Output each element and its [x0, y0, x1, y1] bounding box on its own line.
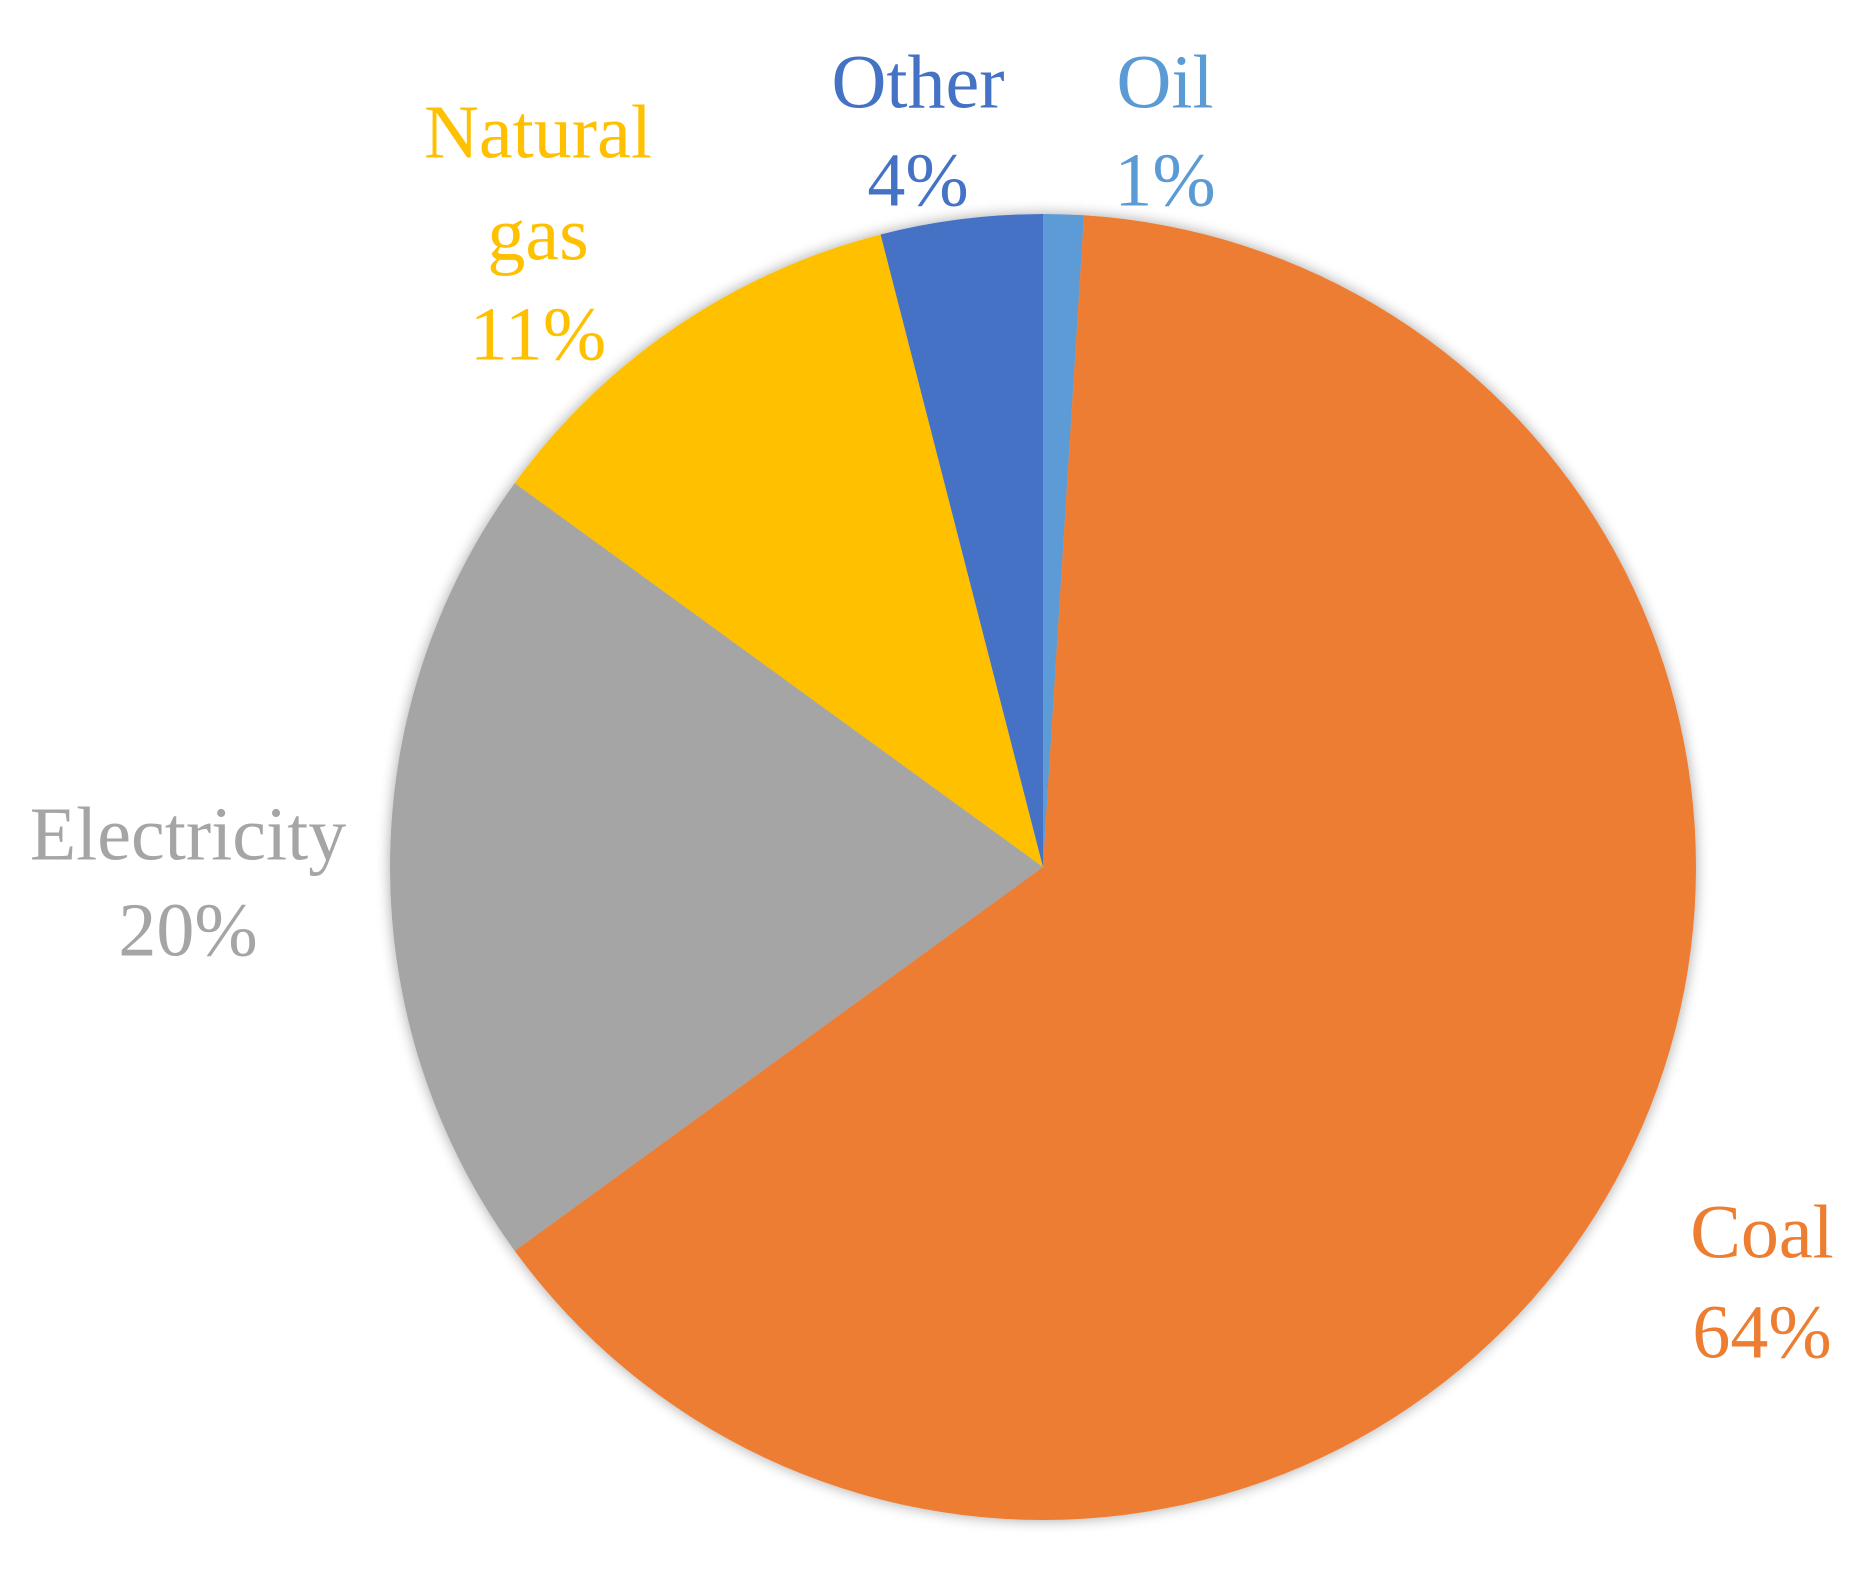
data-label-value: 20%: [118, 888, 257, 972]
data-label-value: 64%: [1692, 1290, 1831, 1374]
pie-data-labels: Oil 1% Coal 64% Electricity 20% Natural gas 11% O…: [30, 40, 1834, 1374]
pie-slice-electricity: [390, 483, 1043, 1251]
data-label-value: 1%: [1114, 138, 1215, 222]
pie-slice-coal: [514, 215, 1697, 1521]
data-label-coal: Coal 64%: [1690, 1190, 1834, 1374]
data-label-category: Natural: [424, 90, 652, 174]
data-label-natural-gas: Natural gas 11%: [424, 90, 652, 376]
pie-slice-natural-gas: [514, 234, 1043, 867]
data-label-value: 11%: [470, 292, 607, 376]
data-label-category: Electricity: [30, 792, 347, 876]
data-label-electricity: Electricity 20%: [30, 792, 347, 972]
data-label-value: 4%: [867, 138, 968, 222]
data-label-category: gas: [487, 192, 588, 276]
data-label-category: Other: [831, 40, 1004, 124]
pie-slices: [390, 214, 1697, 1521]
data-label-category: Coal: [1690, 1190, 1834, 1274]
data-label-other: Other 4%: [831, 40, 1004, 222]
pie-slice-other: [880, 214, 1043, 867]
data-label-oil: Oil 1%: [1114, 40, 1215, 222]
pie-slice-oil: [1043, 214, 1084, 867]
data-label-category: Oil: [1116, 40, 1213, 124]
